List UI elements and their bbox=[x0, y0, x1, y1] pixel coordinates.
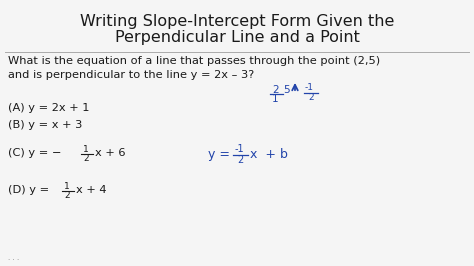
Text: -1: -1 bbox=[305, 83, 314, 92]
Text: y =: y = bbox=[208, 148, 234, 161]
Text: -1: -1 bbox=[235, 144, 245, 154]
Text: Perpendicular Line and a Point: Perpendicular Line and a Point bbox=[115, 30, 359, 45]
Text: (D) y =: (D) y = bbox=[8, 185, 53, 195]
Text: and is perpendicular to the line y = 2x – 3?: and is perpendicular to the line y = 2x … bbox=[8, 70, 254, 80]
Text: x + 6: x + 6 bbox=[95, 148, 126, 158]
Text: x + 4: x + 4 bbox=[76, 185, 107, 195]
Text: Writing Slope-Intercept Form Given the: Writing Slope-Intercept Form Given the bbox=[80, 14, 394, 29]
Text: . . .: . . . bbox=[8, 255, 19, 261]
Text: (C) y = −: (C) y = − bbox=[8, 148, 61, 158]
Text: 2: 2 bbox=[272, 85, 279, 95]
Text: (B) y = x + 3: (B) y = x + 3 bbox=[8, 120, 82, 130]
Text: What is the equation of a line that passes through the point (2,5): What is the equation of a line that pass… bbox=[8, 56, 380, 66]
Text: 1: 1 bbox=[83, 145, 89, 154]
Text: 2: 2 bbox=[83, 154, 89, 163]
Text: 1: 1 bbox=[64, 182, 70, 191]
Text: 5: 5 bbox=[283, 85, 290, 95]
Text: 2: 2 bbox=[237, 155, 243, 165]
Text: (A) y = 2x + 1: (A) y = 2x + 1 bbox=[8, 103, 90, 113]
Text: 1: 1 bbox=[272, 94, 279, 104]
Text: 2: 2 bbox=[64, 191, 70, 200]
Text: x  + b: x + b bbox=[250, 148, 288, 161]
Text: 2: 2 bbox=[308, 93, 314, 102]
